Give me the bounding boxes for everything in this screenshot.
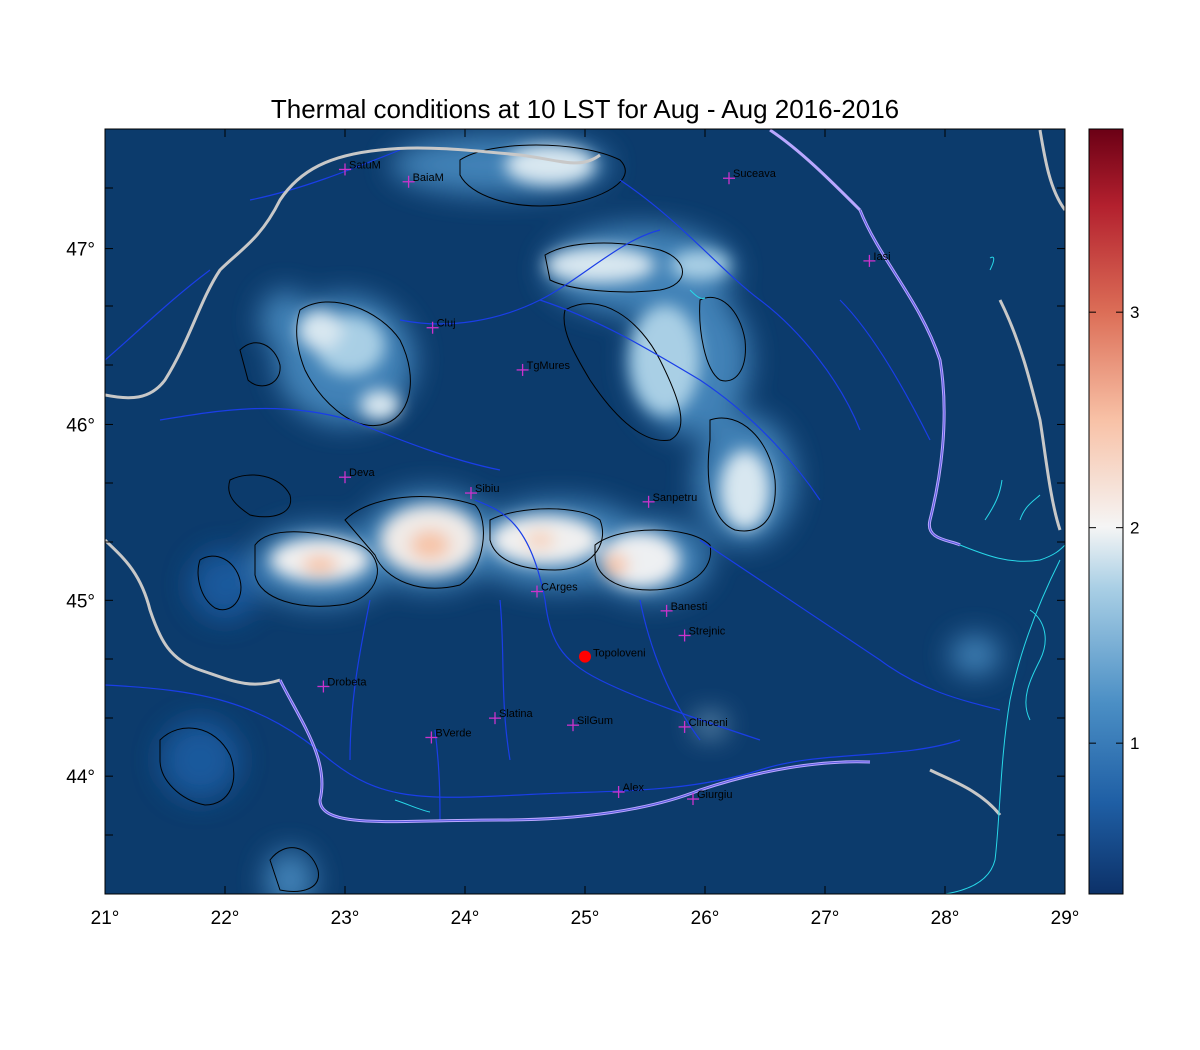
city-label: SilGum — [577, 715, 613, 727]
city-label: Banesti — [671, 601, 708, 613]
x-tick-label: 22° — [211, 908, 240, 929]
x-tick-label: 25° — [571, 908, 600, 929]
city-label: Sibiu — [475, 483, 499, 495]
city-label: Strejnic — [689, 625, 726, 637]
city-marker: BVerde — [425, 727, 471, 744]
city-label: BaiaM — [413, 172, 444, 184]
city-marker: Suceava — [723, 168, 777, 185]
city-marker: TgMures — [516, 360, 571, 376]
city-marker: BaiaM — [402, 172, 444, 188]
city-label: Cluj — [437, 318, 456, 330]
city-marker: SatuM — [339, 159, 381, 176]
city-label: Alex — [623, 782, 645, 794]
colorbar-gradient — [1088, 128, 1124, 895]
colorbar-tick-label: 3 — [1130, 303, 1139, 322]
colorbar-tick-label: 2 — [1130, 519, 1139, 538]
x-tick-label: 27° — [811, 908, 840, 929]
coastline — [394, 256, 1065, 894]
city-label: SatuM — [349, 159, 381, 171]
city-label: CArges — [541, 582, 578, 594]
city-marker: Giurgiu — [687, 789, 732, 806]
x-tick-label: 23° — [331, 908, 360, 929]
x-tick-label: 24° — [451, 908, 480, 929]
x-tick-label: 28° — [931, 908, 960, 929]
highlight-label: Topoloveni — [593, 648, 646, 660]
city-label: Drobeta — [327, 676, 367, 688]
city-marker: Strejnic — [678, 625, 726, 642]
rivers — [105, 149, 1001, 821]
x-tick-label: 21° — [91, 908, 120, 929]
colorbar: 1 2 3 — [1088, 128, 1139, 895]
x-tick-label: 26° — [691, 908, 720, 929]
highlight-dot — [579, 650, 591, 663]
city-marker: Cluj — [426, 318, 456, 334]
thermal-field — [160, 135, 1000, 894]
city-marker: Sanpetru — [642, 492, 698, 508]
borders — [105, 129, 1065, 816]
inner-ticks — [105, 187, 1065, 836]
city-label: BVerde — [435, 727, 471, 739]
city-label: Suceava — [733, 168, 777, 180]
danube-border-inner — [279, 209, 961, 823]
y-axis-ticks: 44° 45° 46° 47° — [66, 240, 1065, 788]
city-marker: SilGum — [567, 715, 613, 732]
y-tick-label: 47° — [66, 240, 95, 261]
city-label: Clinceni — [689, 717, 728, 729]
city-marker: CArges — [531, 582, 578, 598]
colorbar-tick-label: 1 — [1130, 734, 1139, 753]
y-tick-label: 45° — [66, 591, 95, 612]
city-marker: Drobeta — [317, 676, 367, 693]
city-label: Deva — [349, 467, 376, 479]
city-marker: Banesti — [660, 601, 708, 617]
city-marker: Sibiu — [465, 483, 499, 500]
x-tick-label: 29° — [1051, 908, 1080, 929]
city-marker: Clinceni — [678, 717, 728, 733]
city-marker: Alex — [612, 782, 645, 798]
city-marker: Slatina — [489, 708, 534, 725]
city-label: TgMures — [527, 360, 571, 372]
highlight-marker: Topoloveni — [579, 648, 646, 663]
map-area: SatuM BaiaM Suceava Iasi Cluj TgMures Deva Sibi… — [105, 129, 1065, 894]
city-label: Slatina — [499, 708, 534, 720]
city-label: Giurgiu — [697, 789, 732, 801]
colorbar-ticks: 1 2 3 — [1089, 303, 1139, 753]
x-axis-ticks: 21° 22° 23° 24° 25° 26° 27° 28° 29° — [91, 129, 1080, 929]
city-marker: Iasi — [863, 251, 891, 267]
city-marker: Deva — [339, 467, 376, 484]
city-label: Sanpetru — [653, 492, 698, 504]
contour-lines — [159, 144, 776, 892]
city-markers: SatuM BaiaM Suceava Iasi Cluj TgMures Deva Sibi… — [317, 159, 891, 806]
y-tick-label: 44° — [66, 767, 95, 788]
city-label: Iasi — [873, 251, 890, 263]
y-tick-label: 46° — [66, 415, 95, 436]
chart-title: Thermal conditions at 10 LST for Aug - A… — [271, 94, 899, 124]
